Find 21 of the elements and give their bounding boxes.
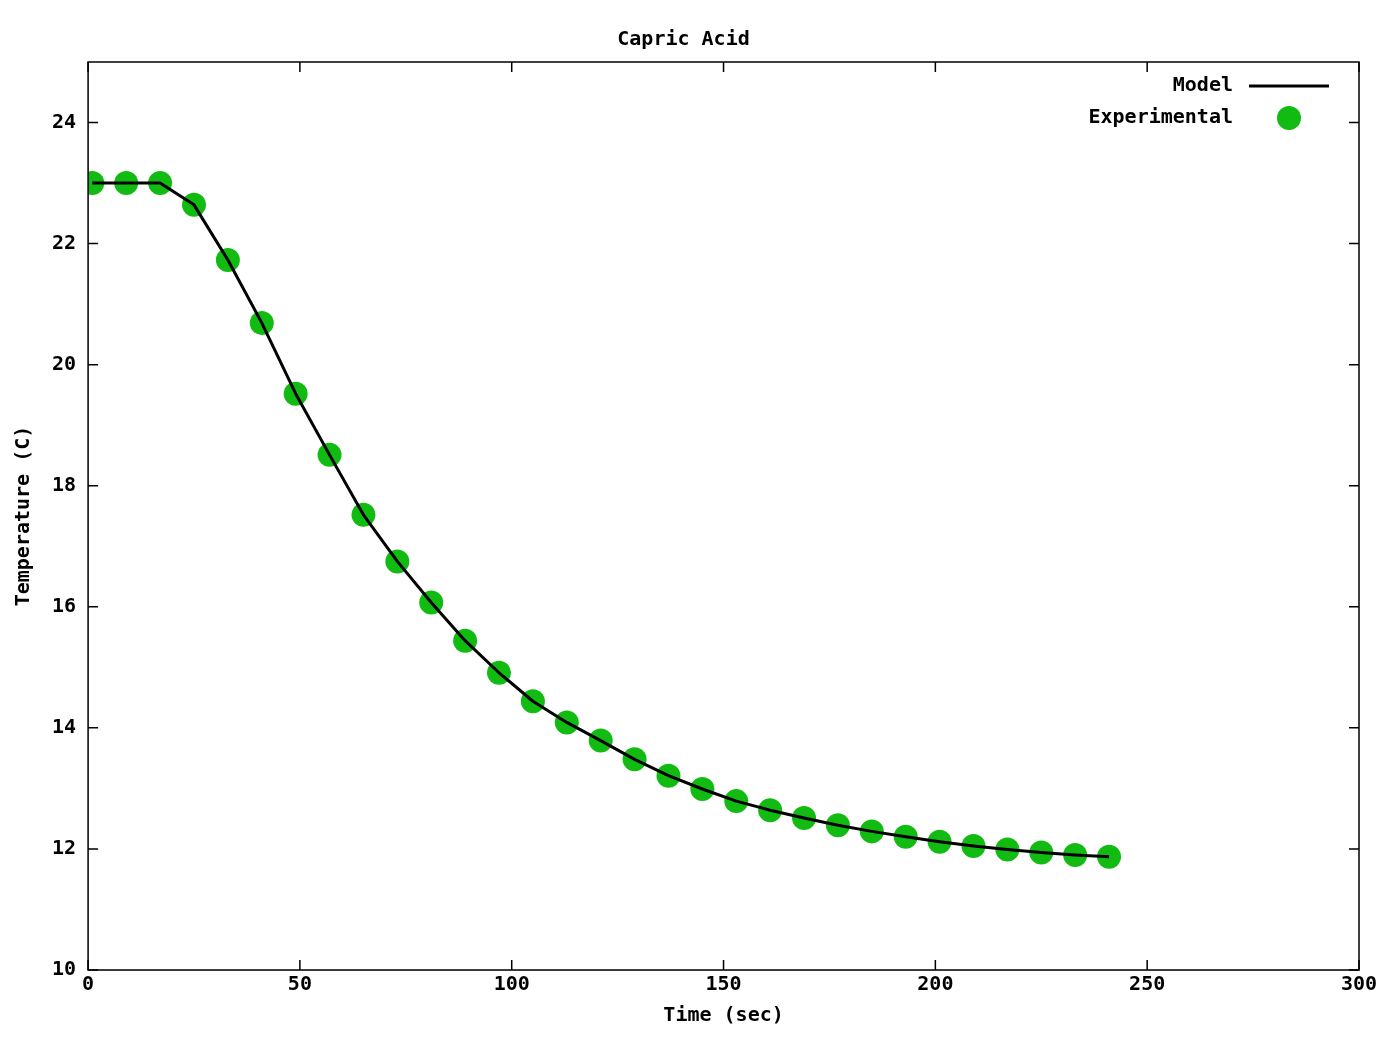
legend-label: Model: [1172, 72, 1233, 97]
chart-title: Capric Acid: [617, 26, 750, 51]
y-tick-label: 10: [51, 956, 77, 981]
y-tick-label: 14: [51, 714, 77, 739]
x-tick-label: 250: [1129, 971, 1166, 996]
legend-label: Experimental: [1088, 104, 1233, 129]
y-tick-label: 20: [51, 350, 77, 375]
x-tick-label: 150: [705, 971, 742, 996]
x-tick-label: 100: [493, 971, 530, 996]
y-tick-label: 24: [51, 108, 77, 133]
y-tick-label: 16: [51, 593, 77, 617]
y-tick-label: 12: [51, 835, 77, 860]
y-tick-label: 22: [51, 229, 77, 254]
x-tick-label: 300: [1340, 971, 1378, 996]
x-tick-label: 0: [82, 971, 95, 996]
point: [1097, 844, 1122, 869]
y-axis-title: Temperature (C): [10, 425, 35, 607]
y-tick-label: 18: [51, 471, 77, 496]
x-tick-label: 50: [287, 971, 312, 996]
x-axis-title: Time (sec): [663, 1002, 784, 1027]
x-tick-label: 200: [917, 971, 954, 996]
